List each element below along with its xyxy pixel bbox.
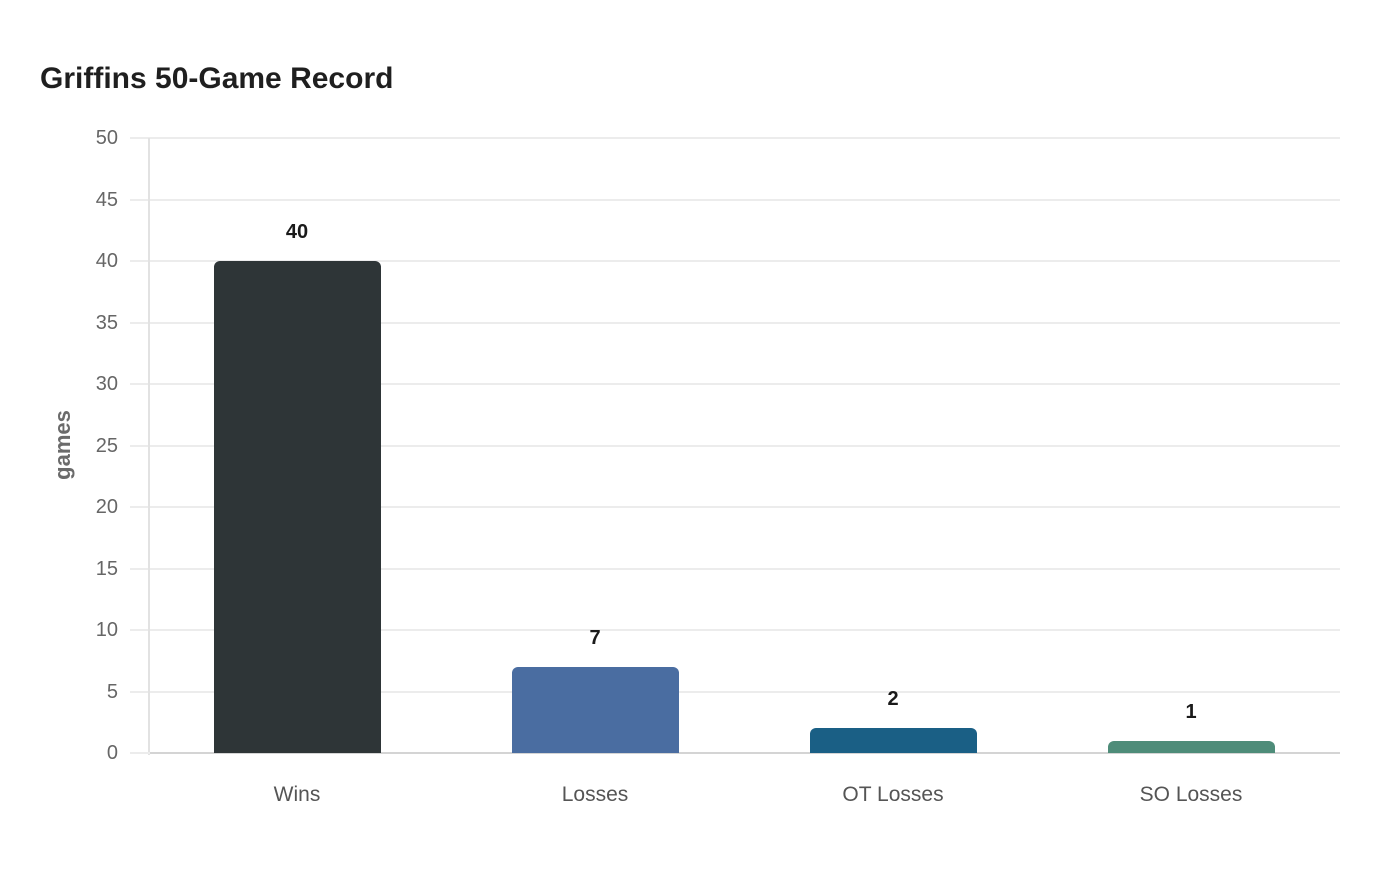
- gridline: [130, 260, 1340, 262]
- gridline: [130, 506, 1340, 508]
- gridline: [130, 629, 1340, 631]
- y-tick-label: 35: [95, 311, 118, 334]
- plot-area: 0 5 10 15 20 25 30 35 40 45 50 40 Wins 7 Losses 2 OT Los…: [96, 128, 1340, 806]
- gridline: [130, 198, 1340, 201]
- y-axis-label: games: [50, 410, 75, 480]
- gridline: [130, 321, 1340, 324]
- bar-value-label: 1: [1185, 700, 1197, 723]
- y-tick-label: 20: [95, 496, 118, 518]
- y-tick-label: 45: [95, 188, 118, 211]
- y-tick-label: 5: [106, 680, 118, 703]
- y-tick-label: 30: [95, 373, 118, 395]
- bar-value-label: 2: [887, 688, 899, 711]
- y-tick-label: 40: [95, 250, 118, 272]
- bar-value-label: 7: [589, 626, 601, 649]
- y-tick-label: 0: [106, 742, 118, 764]
- gridline: [130, 383, 1340, 385]
- x-tick-label: SO Losses: [1139, 783, 1243, 806]
- x-tick-label: Losses: [561, 783, 629, 806]
- chart-title: Griffins 50-Game Record: [40, 62, 394, 95]
- gridline: [130, 567, 1340, 570]
- gridline: [130, 444, 1340, 447]
- y-tick-label: 15: [95, 557, 118, 580]
- x-tick-label: Wins: [273, 783, 321, 806]
- zero-tick: [130, 752, 150, 754]
- bar-wins[interactable]: [213, 261, 381, 753]
- x-axis-line: [148, 752, 1340, 754]
- bar-losses[interactable]: [511, 666, 679, 753]
- y-tick-label: 10: [95, 619, 118, 641]
- bar-so-losses[interactable]: [1107, 740, 1275, 753]
- gridline: [130, 137, 1340, 139]
- x-tick-label: OT Losses: [842, 783, 944, 806]
- y-axis-line: [148, 138, 150, 755]
- y-tick-label: 25: [95, 434, 118, 457]
- gridline: [130, 690, 1340, 693]
- bar-value-label: 40: [285, 221, 309, 243]
- bar-ot-losses[interactable]: [809, 728, 977, 753]
- y-tick-label: 50: [95, 127, 118, 149]
